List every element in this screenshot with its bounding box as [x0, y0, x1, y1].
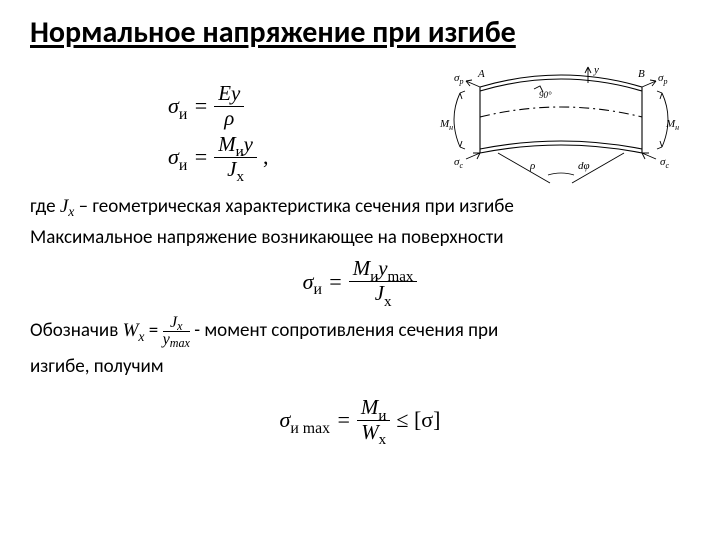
text-W: Обозначив Wx = Jx ymax - момент сопротив… — [30, 315, 690, 348]
label-sp-l: σp — [454, 72, 463, 86]
equation-1: σи = Ey ρ — [168, 83, 268, 130]
equation-4: σи max = Mи Wx ≤ [σ] — [280, 397, 441, 444]
label-dphi: dφ — [578, 160, 590, 172]
label-sc-r: σc — [660, 156, 669, 170]
label-rho: ρ — [529, 160, 535, 172]
label-M-l: Mн — [439, 118, 453, 132]
content-area: σи = Ey ρ σи = Mиy Jx , — [0, 53, 720, 448]
text-where: где Jx – геометрическая характеристика с… — [30, 195, 690, 220]
label-B: B — [638, 68, 645, 80]
formula-block-top: σи = Ey ρ σи = Mиy Jx , — [30, 61, 268, 185]
label-sp-r: σp — [658, 72, 667, 86]
label-y: y — [593, 64, 599, 76]
equation-3: σи = Mиymax Jx — [303, 258, 418, 305]
label-90: 90° — [539, 90, 552, 100]
bending-diagram: A B y 90° σp σp σc σc Mн Mн ρ dφ — [288, 61, 690, 189]
equation-2: σи = Mиy Jx , — [168, 134, 268, 181]
text-W-2: изгибе, получим — [30, 355, 690, 380]
label-A: A — [477, 68, 485, 80]
page-title: Нормальное напряжение при изгибе — [30, 14, 516, 51]
label-M-r: Mн — [665, 118, 679, 132]
text-max: Максимальное напряжение возникающее на п… — [30, 226, 690, 251]
label-sc-l: σc — [454, 156, 463, 170]
